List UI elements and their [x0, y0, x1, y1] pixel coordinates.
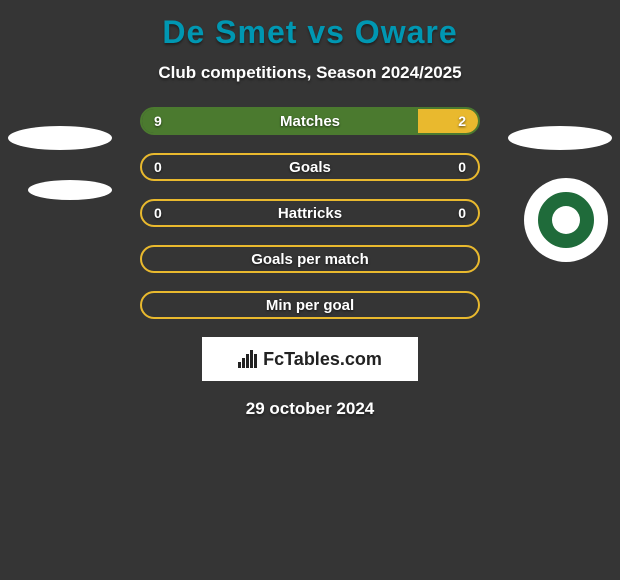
club-badge [524, 178, 608, 262]
stat-label: Matches [142, 109, 478, 133]
footer-date: 29 october 2024 [0, 399, 620, 419]
stat-label: Goals [142, 155, 478, 179]
stat-bar: Min per goal [140, 291, 480, 319]
stat-bar: 00Hattricks [140, 199, 480, 227]
brand-icon-bar [242, 358, 245, 368]
brand-icon-bar [250, 350, 253, 368]
decorative-oval-left-2 [28, 180, 112, 200]
stat-bar: 00Goals [140, 153, 480, 181]
decorative-oval-left-1 [8, 126, 112, 150]
stat-bar: 92Matches [140, 107, 480, 135]
page-title: De Smet vs Oware [0, 0, 620, 51]
branding-text: FcTables.com [263, 349, 382, 370]
stat-label: Min per goal [142, 293, 478, 317]
club-badge-ball-icon [552, 206, 580, 234]
club-badge-inner [535, 189, 597, 251]
decorative-oval-right [508, 126, 612, 150]
stat-label: Goals per match [142, 247, 478, 271]
stat-label: Hattricks [142, 201, 478, 225]
bar-chart-icon [238, 350, 257, 368]
brand-icon-bar [246, 354, 249, 368]
stat-bar: Goals per match [140, 245, 480, 273]
brand-icon-bar [238, 362, 241, 368]
brand-icon-bar [254, 354, 257, 368]
branding-panel: FcTables.com [202, 337, 418, 381]
comparison-bars: 92Matches 00Goals 00Hattricks Goals per mat… [140, 107, 480, 319]
page-subtitle: Club competitions, Season 2024/2025 [0, 63, 620, 83]
